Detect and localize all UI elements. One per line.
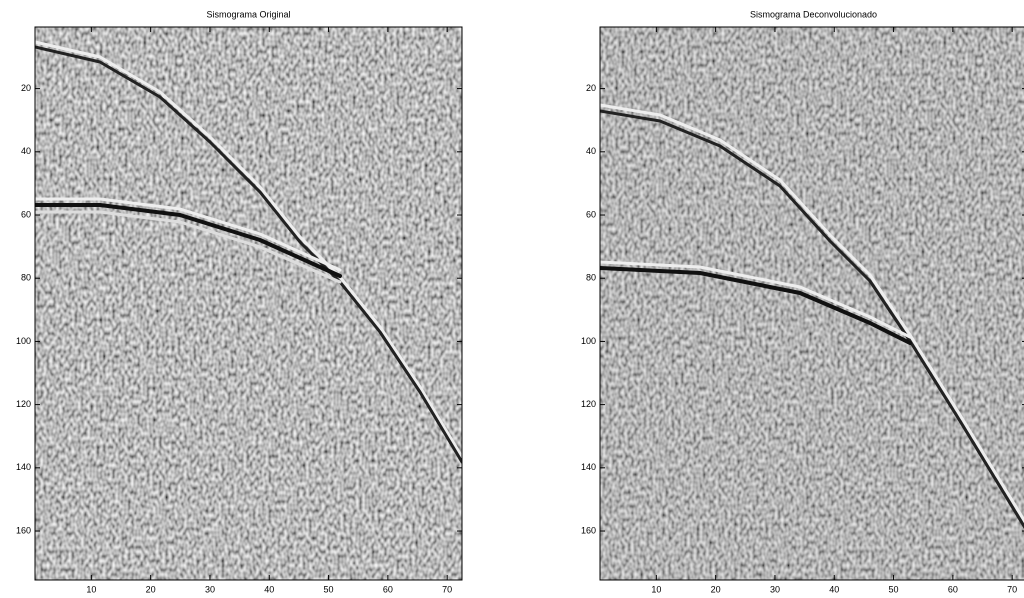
- y-tick-label: 80: [21, 273, 31, 283]
- reflector: [600, 103, 1024, 523]
- y-tick-label: 40: [21, 146, 31, 156]
- x-tick-label: 30: [770, 584, 780, 594]
- reflector: [35, 40, 462, 459]
- seismogram-image: [600, 27, 1024, 580]
- y-tick-label: 140: [16, 462, 31, 472]
- y-tick-label: 20: [586, 83, 596, 93]
- x-tick-label: 10: [86, 584, 96, 594]
- x-tick-label: 50: [889, 584, 899, 594]
- x-tick-label: 60: [948, 584, 958, 594]
- reflector: [35, 203, 342, 278]
- y-tick-label: 60: [21, 209, 31, 219]
- y-tick-label: 160: [581, 525, 596, 535]
- reflector: [35, 210, 342, 284]
- x-tick-label: 70: [1007, 584, 1017, 594]
- x-tick-label: 40: [264, 584, 274, 594]
- x-tick-label: 70: [442, 584, 452, 594]
- reflector: [35, 197, 342, 272]
- y-tick-label: 160: [16, 525, 31, 535]
- noise: [35, 27, 462, 580]
- y-tick-label: 60: [586, 209, 596, 219]
- y-tick-label: 120: [16, 399, 31, 409]
- y-tick-label: 100: [16, 336, 31, 346]
- x-tick-label: 50: [324, 584, 334, 594]
- y-tick-label: 20: [21, 83, 31, 93]
- y-tick-label: 80: [586, 273, 596, 283]
- y-tick-label: 100: [581, 336, 596, 346]
- chart-title: Sismograma Original: [206, 9, 290, 19]
- x-tick-label: 30: [205, 584, 215, 594]
- chart-title: Sismograma Deconvolucionado: [750, 9, 877, 19]
- x-tick-label: 60: [383, 584, 393, 594]
- y-tick-label: 120: [581, 399, 596, 409]
- x-tick-label: 40: [829, 584, 839, 594]
- noise: [600, 27, 1024, 580]
- x-tick-label: 10: [651, 584, 661, 594]
- x-tick-label: 20: [146, 584, 156, 594]
- y-tick-label: 140: [581, 462, 596, 472]
- reflector: [600, 266, 912, 345]
- x-tick-label: 20: [711, 584, 721, 594]
- reflector: [35, 45, 462, 464]
- y-tick-label: 40: [586, 146, 596, 156]
- plot-frame: [34, 26, 463, 581]
- reflector: [600, 260, 912, 339]
- seismogram-image: [35, 27, 462, 580]
- reflector: [600, 109, 1024, 529]
- plot-frame: [599, 26, 1024, 581]
